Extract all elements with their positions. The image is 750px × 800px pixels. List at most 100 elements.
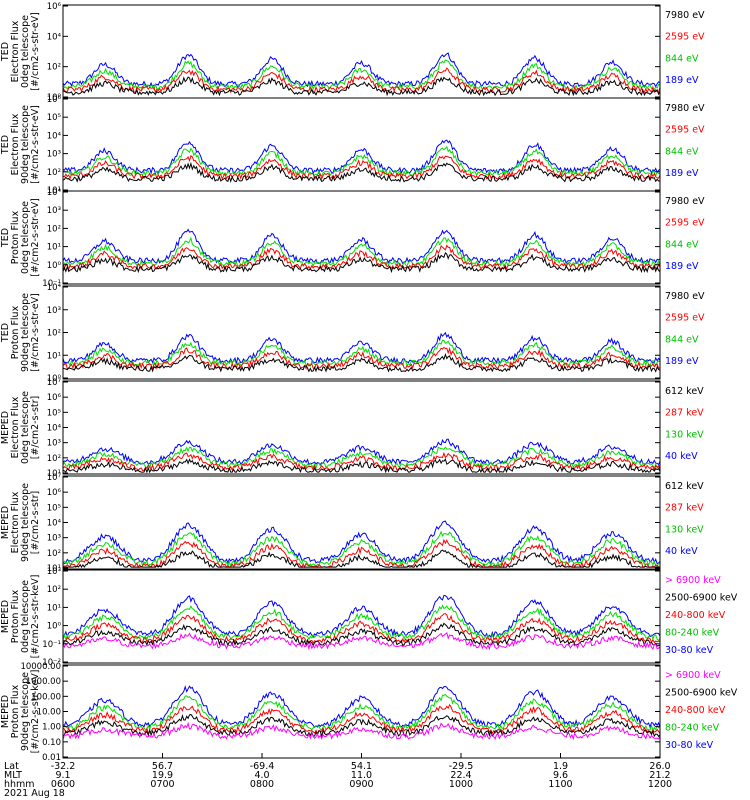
y-tick-label: 100.00	[31, 692, 61, 702]
y-tick-label: 10⁻¹	[42, 279, 61, 289]
y-tick-label: 1.00	[42, 723, 61, 733]
legend-entry: 2595 eV	[665, 218, 705, 229]
y-axis-title-line: 0deg telescope	[20, 391, 31, 464]
y-axis-title-line: Proton Flux	[10, 210, 21, 264]
series-line-0	[62, 252, 661, 274]
legend-entry: 844 eV	[665, 146, 699, 157]
y-tick-label: 10¹	[47, 186, 61, 196]
y-tick-label: 10¹	[47, 351, 61, 361]
y-axis-title-line: TED	[0, 323, 11, 343]
y-tick-label: 10⁰	[47, 374, 62, 384]
y-axis-title-line: TED	[0, 42, 11, 62]
x-tick-label: 0600	[51, 779, 75, 790]
panel-meped-e-0: 10¹ 10² 10³ 10⁴ 10⁵ 10⁶ 10⁷ MEPEDElectron Flux0…	[0, 378, 704, 479]
y-axis-title-line: MEPED	[0, 506, 11, 539]
legend-entry: 2595 eV	[665, 125, 705, 136]
legend-entry: 80-240 keV	[665, 628, 720, 639]
y-axis-title: TEDProton Flux90deg telescope[#/cm2-s-st…	[0, 293, 41, 372]
legend-entry: 7980 eV	[665, 103, 705, 114]
x-row-label: Lat	[4, 761, 19, 772]
y-axis-title-line: [#/cm2-s-str-eV]	[30, 12, 41, 91]
y-axis-title-line: Electron Flux	[10, 396, 21, 458]
series-line-0	[62, 631, 661, 651]
legend-entry: 40 keV	[665, 451, 698, 462]
y-axis-title-line: [#/cm2-s-str]	[30, 396, 41, 459]
y-tick-label: 10⁶	[47, 95, 62, 105]
y-tick-label: 10⁰	[47, 261, 62, 271]
y-tick-label: 10⁵	[47, 408, 61, 418]
series-line-3	[62, 520, 661, 565]
series-line-1	[62, 451, 661, 472]
y-tick-label: 10²	[47, 549, 61, 559]
y-tick-label: 10³	[47, 150, 61, 160]
series-line-3	[62, 228, 661, 265]
y-axis-title-line: [#/cm2-s-str-keV]	[30, 670, 41, 754]
series-line-3	[62, 331, 661, 365]
legend-entry: 2500-6900 keV	[665, 593, 738, 604]
x-tick-label: -69.4	[250, 761, 275, 772]
legend-entry: 240-800 keV	[665, 610, 726, 621]
y-tick-label: 10⁷	[47, 473, 62, 483]
y-tick-label: 10²	[47, 63, 61, 73]
y-tick-label: 10⁴	[47, 131, 62, 141]
panel-frame	[62, 190, 661, 285]
series-line-4	[62, 685, 661, 729]
y-axis-title: MEPEDElectron Flux90deg telescope[#/cm2-…	[0, 483, 41, 562]
series-line-3	[62, 139, 661, 175]
series-line-4	[62, 594, 661, 639]
legend-entry: 2595 eV	[665, 32, 705, 43]
panel-frame	[62, 664, 661, 759]
x-row-label: MLT	[4, 770, 22, 781]
x-tick-label: 4.0	[254, 770, 269, 781]
y-axis-title-line: 0deg telescope	[20, 580, 31, 653]
legend-entry: 287 keV	[665, 503, 704, 514]
y-tick-label: 10000.00	[20, 662, 61, 672]
x-tick-label: 1100	[548, 779, 572, 790]
date-label: 2021 Aug 18	[4, 788, 65, 799]
y-tick-label: 10²	[47, 224, 61, 234]
y-tick-label: 10²	[47, 329, 61, 339]
panel-ted-p-90: 10⁰ 10¹ 10² 10³ 10⁴ TEDProton Flux90deg teles…	[0, 283, 705, 384]
y-axis-title-line: Electron Flux	[10, 20, 21, 82]
y-axis-title-line: [#/cm2-s-str-eV]	[30, 198, 41, 277]
legend-entry: 287 keV	[665, 408, 704, 419]
y-axis-title-line: [#/cm2-s-str]	[30, 491, 41, 554]
legend-entry: 189 eV	[665, 168, 699, 179]
panel-frame	[62, 380, 661, 475]
legend-entry: 2500-6900 keV	[665, 688, 738, 699]
legend-entry: 2595 eV	[665, 313, 705, 324]
y-tick-label: 0.01	[42, 753, 61, 763]
y-axis-title-line: Electron Flux	[10, 113, 21, 175]
x-row-label: hhmm	[4, 779, 35, 790]
series-line-2	[62, 446, 661, 470]
x-tick-label: 22.4	[450, 770, 471, 781]
panel-frame	[62, 285, 661, 380]
x-tick-label: 19.9	[152, 770, 173, 781]
y-tick-label: 10⁴	[47, 283, 62, 293]
y-tick-label: 10¹	[47, 603, 61, 613]
y-axis-title-line: [#/cm2-s-str-keV]	[30, 575, 41, 659]
panel-meped-p-0: 10⁻² 10⁻¹ 10⁰ 10¹ 10² 10³ MEPEDProton Flux0deg…	[0, 567, 738, 668]
y-tick-label: 10¹	[47, 564, 61, 574]
y-tick-label: 10⁴	[47, 424, 62, 434]
y-tick-label: 10²	[47, 168, 61, 178]
legend-entry: 612 keV	[665, 481, 704, 492]
x-tick-label: 1200	[648, 779, 672, 790]
x-tick-label: 0700	[150, 779, 174, 790]
legend-entry: 844 eV	[665, 239, 699, 250]
y-axis-title-line: MEPED	[0, 695, 11, 728]
y-axis-title-line: Proton Flux	[10, 589, 21, 643]
y-tick-label: 10⁻¹	[42, 640, 61, 650]
legend-entry: 30-80 keV	[665, 740, 714, 751]
y-axis-title-line: Proton Flux	[10, 684, 21, 738]
y-axis-title-line: 90deg telescope	[20, 672, 31, 751]
y-tick-label: 10⁻²	[42, 658, 61, 668]
legend-entry: 7980 eV	[665, 196, 705, 207]
series-line-1	[62, 622, 661, 647]
series-line-2	[62, 703, 661, 735]
x-tick-label: 26.0	[649, 761, 670, 772]
series-line-2	[62, 145, 661, 178]
y-axis-title: TEDElectron Flux0deg telescope[#/cm2-s-s…	[0, 12, 41, 91]
x-tick-label: -29.5	[449, 761, 474, 772]
y-axis-title: MEPEDElectron Flux0deg telescope[#/cm2-s…	[0, 391, 41, 464]
